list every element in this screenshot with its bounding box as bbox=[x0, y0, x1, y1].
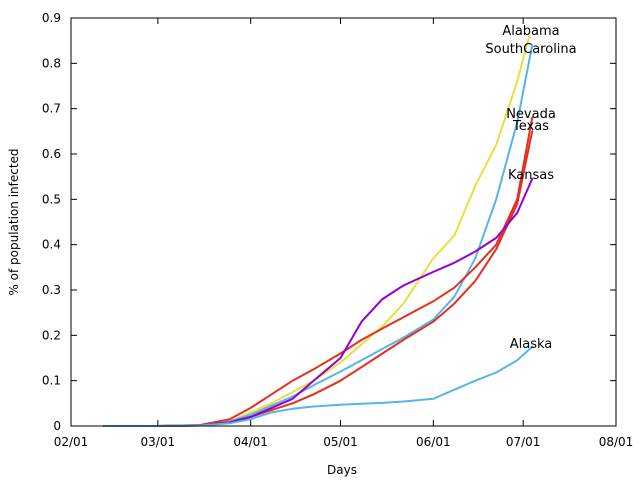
y-axis-ticks: 0 0.1 0.2 0.3 0.4 0.5 0.6 0.7 0.8 0.9 bbox=[42, 11, 616, 433]
x-tick-label: 08/01 bbox=[599, 435, 634, 449]
y-tick-label: 0.7 bbox=[42, 102, 61, 116]
y-tick-label: 0.8 bbox=[42, 56, 61, 70]
x-axis-ticks: 02/01 03/01 04/01 05/01 06/01 07/01 08/01 bbox=[54, 18, 634, 449]
series-label-southcarolina: SouthCarolina bbox=[485, 42, 576, 57]
y-axis-title: % of population infected bbox=[7, 148, 21, 295]
x-tick-label: 06/01 bbox=[416, 435, 451, 449]
x-tick-label: 02/01 bbox=[54, 435, 89, 449]
series-line-texas bbox=[102, 130, 534, 427]
y-tick-label: 0 bbox=[53, 419, 61, 433]
series-label-alaska: Alaska bbox=[510, 337, 553, 352]
series-label-kansas: Kansas bbox=[508, 168, 554, 183]
series-label-texas: Texas bbox=[512, 119, 549, 134]
x-tick-label: 07/01 bbox=[506, 435, 541, 449]
x-tick-label: 04/01 bbox=[233, 435, 268, 449]
y-tick-label: 0.9 bbox=[42, 11, 61, 25]
series-line-southcarolina bbox=[102, 44, 534, 427]
series-label-nevada: Nevada bbox=[506, 107, 556, 122]
x-tick-label: 05/01 bbox=[323, 435, 358, 449]
y-tick-label: 0.1 bbox=[42, 374, 61, 388]
y-tick-label: 0.6 bbox=[42, 147, 61, 161]
y-tick-label: 0.5 bbox=[42, 192, 61, 206]
series-line-nevada bbox=[102, 116, 534, 427]
plot-frame bbox=[70, 17, 617, 427]
series-lines bbox=[102, 35, 534, 427]
x-tick-label: 03/01 bbox=[141, 435, 176, 449]
x-axis-title: Days bbox=[327, 463, 357, 477]
series-label-alabama: Alabama bbox=[502, 24, 559, 39]
y-tick-label: 0.4 bbox=[42, 238, 61, 252]
series-line-alaska bbox=[102, 345, 534, 427]
y-tick-label: 0.3 bbox=[42, 283, 61, 297]
series-line-kansas bbox=[102, 177, 534, 427]
y-tick-label: 0.2 bbox=[42, 328, 61, 342]
